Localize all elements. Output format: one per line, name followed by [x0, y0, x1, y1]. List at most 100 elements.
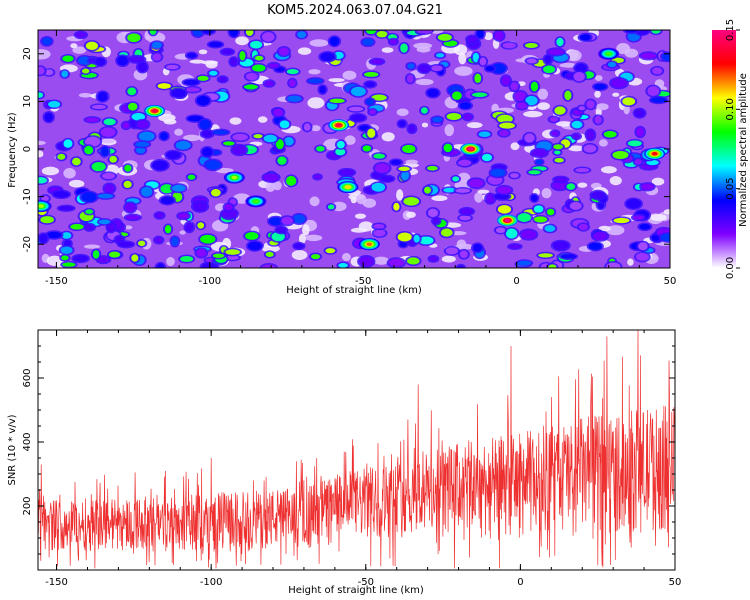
- heatmap-x-tick-label: -100: [198, 276, 221, 287]
- heatmap-cell: [92, 249, 100, 259]
- colorbar-tick-label: 0.10: [725, 98, 736, 120]
- heatmap-texture: [649, 213, 667, 222]
- heatmap-cell: [497, 205, 512, 214]
- heatmap-cell: [44, 69, 54, 76]
- heatmap-texture: [598, 225, 611, 232]
- heatmap-y-axis-label: Frequency (Hz): [7, 112, 18, 188]
- heatmap-cell: [549, 117, 559, 122]
- heatmap-cell: [579, 34, 591, 41]
- heatmap-cell: [501, 75, 510, 86]
- heatmap-texture: [537, 88, 549, 100]
- heatmap-cell: [70, 223, 84, 230]
- heatmap-cell: [524, 133, 535, 143]
- heatmap-texture: [291, 249, 308, 261]
- heatmap-cell: [494, 31, 504, 41]
- heatmap-cell: [320, 52, 335, 62]
- heatmap-cell: [40, 216, 54, 224]
- heatmap-cell: [626, 199, 641, 209]
- heatmap-cell: [140, 186, 153, 197]
- heatmap-cell: [218, 76, 227, 82]
- heatmap-cell: [289, 79, 296, 87]
- heatmap-cell: [63, 139, 73, 148]
- heatmap-cell: [556, 37, 564, 47]
- heatmap-texture: [72, 46, 87, 54]
- heatmap-cell: [263, 134, 277, 143]
- heatmap-texture: [373, 256, 390, 265]
- heatmap-cell: [185, 222, 194, 232]
- heatmap-x-tick-label: -150: [45, 276, 68, 287]
- heatmap-cell: [402, 144, 416, 154]
- heatmap-cell: [72, 157, 81, 166]
- heatmap-cell: [452, 91, 462, 100]
- snr-y-tick-label: 400: [22, 432, 33, 451]
- heatmap-cell: [416, 30, 433, 34]
- heatmap-cell: [75, 32, 87, 38]
- heatmap-cell: [253, 134, 263, 139]
- heatmap-peak: [231, 175, 238, 180]
- heatmap-cell: [543, 65, 556, 74]
- heatmap-cell: [61, 255, 69, 261]
- snr-x-tick-label: -50: [358, 577, 374, 588]
- heatmap-cell: [452, 176, 460, 182]
- heatmap-cell: [263, 173, 279, 182]
- heatmap-texture: [358, 221, 374, 232]
- colorbar-label: Normalized spectral amplitude: [738, 73, 749, 227]
- heatmap-texture: [477, 189, 490, 194]
- heatmap-cell: [192, 30, 204, 37]
- heatmap-texture: [310, 125, 321, 132]
- heatmap-cell: [398, 166, 410, 171]
- heatmap-cell: [129, 56, 145, 63]
- heatmap-peak: [504, 218, 511, 223]
- heatmap-cell: [459, 215, 471, 221]
- heatmap-cell: [472, 243, 482, 252]
- heatmap-cell: [573, 133, 581, 139]
- heatmap-cell: [365, 81, 376, 88]
- heatmap-cell: [531, 149, 547, 157]
- heatmap-cell: [472, 92, 488, 98]
- heatmap-texture: [474, 192, 484, 203]
- heatmap-y-tick-label: 10: [22, 95, 33, 108]
- heatmap-cell: [499, 122, 515, 129]
- heatmap-cell: [437, 33, 452, 41]
- figure-title: KOM5.2024.063.07.04.G21: [267, 3, 443, 18]
- heatmap-cell: [192, 201, 208, 212]
- heatmap-cell: [284, 137, 294, 146]
- heatmap-texture: [541, 187, 552, 199]
- heatmap-cell: [171, 236, 179, 246]
- heatmap-cell: [446, 112, 462, 121]
- heatmap-cell: [517, 102, 527, 110]
- heatmap-cell: [171, 88, 186, 98]
- heatmap-texture: [381, 132, 395, 142]
- heatmap-cell: [408, 124, 416, 133]
- heatmap-texture: [307, 97, 325, 109]
- heatmap-cell: [85, 41, 98, 50]
- heatmap-cell: [327, 204, 335, 210]
- heatmap-texture: [568, 145, 584, 152]
- heatmap-cell: [201, 130, 213, 138]
- heatmap-peak: [467, 147, 474, 151]
- heatmap-cell: [53, 191, 70, 198]
- heatmap-cell: [474, 73, 482, 83]
- heatmap-cell: [476, 30, 484, 39]
- heatmap-y-tick-label: 20: [22, 47, 33, 60]
- heatmap-cell: [264, 80, 274, 87]
- heatmap-cell: [652, 67, 663, 75]
- heatmap-cell: [544, 225, 556, 232]
- heatmap-cell: [294, 243, 304, 249]
- heatmap-texture: [431, 195, 448, 202]
- heatmap-cell: [591, 191, 605, 199]
- heatmap-cell: [57, 153, 66, 160]
- heatmap-cell: [109, 155, 118, 163]
- heatmap-texture: [46, 255, 63, 266]
- heatmap-cell: [427, 166, 438, 171]
- heatmap-cell: [286, 175, 297, 186]
- heatmap-texture: [344, 135, 356, 145]
- heatmap-cell: [212, 253, 225, 258]
- heatmap-cell: [297, 31, 307, 39]
- heatmap-texture: [606, 225, 625, 236]
- heatmap-texture: [257, 116, 268, 123]
- heatmap-cell: [575, 168, 590, 173]
- heatmap-texture: [78, 92, 92, 98]
- heatmap-cell: [152, 53, 162, 61]
- heatmap-texture: [609, 175, 622, 186]
